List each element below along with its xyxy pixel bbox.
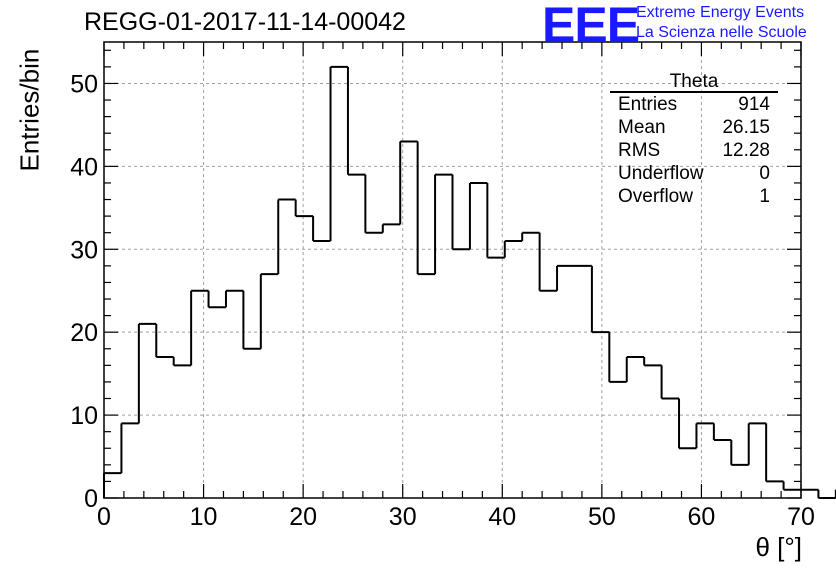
histogram-bar bbox=[451, 174, 470, 251]
stats-title: Theta bbox=[610, 72, 778, 93]
eee-logo: EEE bbox=[542, 0, 640, 53]
histogram-bar bbox=[172, 357, 192, 367]
histogram-bar bbox=[434, 173, 453, 275]
stats-row-rms: RMS 12.28 bbox=[610, 139, 778, 162]
histogram-bar bbox=[503, 239, 523, 258]
histogram-bar bbox=[259, 273, 279, 349]
x-tick-label: 70 bbox=[787, 503, 815, 531]
histogram-bar bbox=[294, 199, 314, 218]
x-tick-label: 60 bbox=[688, 503, 716, 531]
stats-value: 12.28 bbox=[722, 140, 770, 161]
grid-lines bbox=[104, 42, 801, 498]
x-tick-label: 10 bbox=[190, 503, 218, 531]
histogram-bar bbox=[643, 357, 662, 367]
y-axis-label: Entries/bin bbox=[14, 48, 45, 172]
histogram-bar bbox=[364, 174, 383, 234]
x-tick-label: 40 bbox=[488, 503, 516, 531]
y-tick-label: 50 bbox=[70, 70, 98, 98]
histogram-bar bbox=[817, 489, 836, 499]
histogram-bar bbox=[207, 290, 226, 309]
histogram-bar bbox=[224, 289, 244, 308]
stats-row-mean: Mean 26.15 bbox=[610, 116, 778, 139]
y-tick-label: 0 bbox=[84, 485, 98, 513]
stats-value: 0 bbox=[759, 163, 770, 184]
x-tick-label: 0 bbox=[97, 503, 111, 531]
stats-label: RMS bbox=[618, 140, 661, 161]
histogram-bar bbox=[242, 290, 261, 350]
histogram-bar bbox=[538, 232, 558, 292]
axis-ticks bbox=[103, 42, 802, 499]
histogram-bar bbox=[120, 422, 139, 474]
histogram-bar bbox=[521, 231, 540, 241]
stats-value: 914 bbox=[738, 94, 770, 115]
logo-tagline-1: Extreme Energy Events bbox=[636, 4, 805, 21]
y-tick-label: 10 bbox=[70, 402, 98, 430]
y-tick-label: 40 bbox=[70, 153, 98, 181]
x-axis-label: θ [°] bbox=[755, 532, 802, 562]
histogram-bar bbox=[556, 264, 575, 291]
y-tick-label: 30 bbox=[70, 236, 98, 264]
y-tick-label: 20 bbox=[70, 319, 98, 347]
histogram-bar bbox=[747, 422, 767, 465]
stats-row-entries: Entries 914 bbox=[610, 93, 778, 116]
chart-title: REGG-01-2017-11-14-00042 bbox=[84, 8, 406, 36]
histogram-bar bbox=[730, 439, 749, 466]
histogram-bar bbox=[468, 181, 488, 250]
stats-label: Mean bbox=[618, 117, 666, 138]
histogram-bar bbox=[590, 265, 610, 334]
stats-value: 1 bbox=[759, 186, 770, 207]
stats-box: Theta Entries 914 Mean 26.15 RMS 12.28 U… bbox=[610, 72, 778, 208]
histogram-bar bbox=[782, 481, 801, 491]
stats-label: Overflow bbox=[618, 186, 693, 207]
stats-row-underflow: Underflow 0 bbox=[610, 162, 778, 185]
stats-label: Underflow bbox=[618, 163, 704, 184]
histogram-bar bbox=[277, 198, 296, 275]
histogram-bar bbox=[190, 289, 209, 366]
histogram-bar bbox=[712, 423, 732, 441]
histogram-bar bbox=[381, 223, 401, 233]
histogram-bar bbox=[695, 422, 714, 449]
histogram-bar bbox=[329, 65, 348, 241]
histogram-bar bbox=[678, 398, 697, 450]
histogram-bars bbox=[103, 65, 836, 499]
histogram-bar bbox=[399, 140, 418, 225]
stats-value: 26.15 bbox=[722, 117, 770, 138]
plot-frame bbox=[103, 41, 802, 499]
x-tick-label: 50 bbox=[588, 503, 616, 531]
histogram-bar bbox=[625, 356, 645, 382]
histogram-bar bbox=[137, 322, 157, 424]
histogram-bar bbox=[660, 365, 680, 400]
histogram-bar bbox=[765, 423, 784, 483]
logo-tagline-2: La Scienza nelle Scuole bbox=[636, 24, 807, 41]
histogram-bar bbox=[608, 332, 627, 383]
stats-label: Entries bbox=[618, 94, 678, 115]
x-tick-label: 20 bbox=[289, 503, 317, 531]
histogram-bar bbox=[416, 141, 436, 276]
stats-row-overflow: Overflow 1 bbox=[610, 185, 778, 208]
histogram-bar bbox=[103, 472, 122, 498]
x-tick-label: 30 bbox=[389, 503, 417, 531]
histogram-bar bbox=[155, 323, 174, 359]
histogram-bar bbox=[312, 216, 331, 242]
histogram-bar bbox=[486, 182, 505, 259]
histogram-bar bbox=[346, 66, 366, 176]
